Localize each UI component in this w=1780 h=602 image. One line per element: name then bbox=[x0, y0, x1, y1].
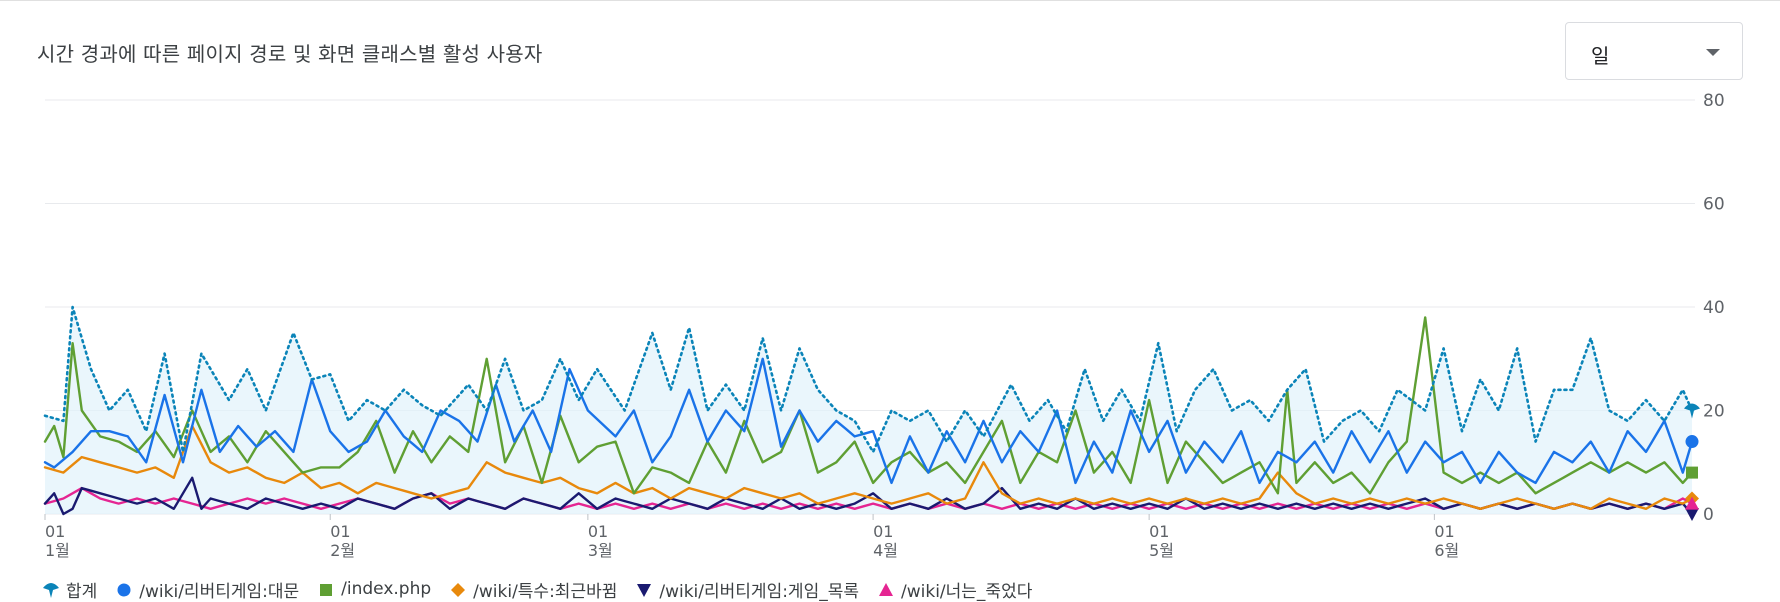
end-marker-series5 bbox=[1685, 496, 1699, 510]
x-tick-day: 01 bbox=[45, 522, 65, 541]
chart-legend: 합계/wiki/리버티게임:대문/index.php/wiki/특수:최근바뀜 /… bbox=[42, 577, 1050, 602]
legend-item-series1[interactable]: /wiki/리버티게임:대문 bbox=[115, 577, 299, 602]
pin-icon bbox=[42, 581, 59, 598]
y-tick-label: 0 bbox=[1703, 505, 1714, 525]
end-marker-series1 bbox=[1685, 435, 1699, 449]
x-tick-month: 6월 bbox=[1434, 541, 1459, 560]
y-tick-label: 60 bbox=[1703, 195, 1725, 215]
chevron-down-icon bbox=[1706, 49, 1720, 56]
chart-title: 시간 경과에 따른 페이지 경로 및 화면 클래스별 활성 사용자 bbox=[37, 42, 543, 66]
x-tick-day: 01 bbox=[330, 522, 350, 541]
x-tick-day: 01 bbox=[1149, 522, 1169, 541]
triangle-down-icon bbox=[635, 581, 652, 597]
x-tick-day: 01 bbox=[588, 522, 608, 541]
square-icon bbox=[317, 581, 333, 597]
legend-item-series5[interactable]: /wiki/너는_죽었다 bbox=[877, 577, 1032, 602]
circle-icon bbox=[115, 581, 131, 597]
legend-item-series4[interactable]: /wiki/리버티게임:게임_목록 bbox=[635, 577, 859, 602]
x-tick-month: 1월 bbox=[45, 541, 70, 560]
end-marker-total bbox=[1684, 403, 1700, 419]
diamond-icon bbox=[449, 581, 466, 597]
series-line-series1 bbox=[43, 357, 1694, 485]
y-tick-label: 20 bbox=[1703, 402, 1725, 422]
series-line-total bbox=[43, 305, 1694, 454]
legend-label: /wiki/리버티게임:게임_목록 bbox=[659, 581, 859, 602]
series-line-series2 bbox=[43, 316, 1694, 495]
granularity-dropdown[interactable]: 일 bbox=[1565, 22, 1743, 80]
legend-label: /wiki/너는_죽었다 bbox=[901, 581, 1033, 602]
x-tick-day: 01 bbox=[873, 522, 893, 541]
legend-label: /wiki/리버티게임:대문 bbox=[139, 581, 300, 602]
y-tick-label: 40 bbox=[1703, 298, 1725, 318]
end-marker-series2 bbox=[1686, 466, 1698, 479]
x-tick-month: 5월 bbox=[1149, 541, 1174, 560]
end-marker-series4 bbox=[1685, 508, 1699, 521]
legend-label: 합계 bbox=[66, 581, 98, 602]
series-line-series3 bbox=[43, 424, 1694, 510]
y-tick-label: 80 bbox=[1703, 91, 1725, 111]
x-tick-month: 4월 bbox=[873, 541, 898, 560]
x-tick-month: 2월 bbox=[330, 541, 355, 560]
series-line-series5 bbox=[43, 486, 1694, 510]
x-tick-day: 01 bbox=[1434, 522, 1454, 541]
legend-item-series3[interactable]: /wiki/특수:최근바뀜 bbox=[449, 577, 617, 602]
granularity-value: 일 bbox=[1591, 44, 1610, 68]
x-tick-month: 3월 bbox=[588, 541, 613, 560]
legend-item-total[interactable]: 합계 bbox=[42, 577, 97, 602]
top-divider bbox=[0, 0, 1780, 1]
triangle-icon bbox=[877, 581, 893, 597]
legend-label: /wiki/특수:최근바뀜 bbox=[473, 581, 618, 602]
legend-label: /index.php bbox=[341, 579, 432, 599]
legend-item-series2[interactable]: /index.php bbox=[317, 579, 431, 599]
